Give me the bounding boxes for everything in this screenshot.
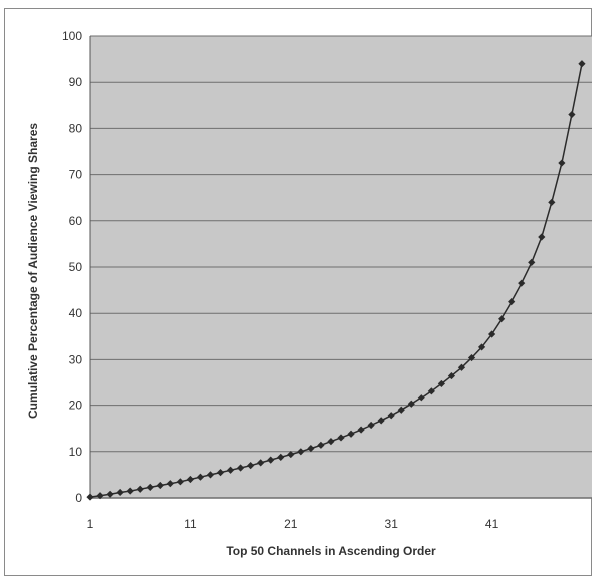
data-point-41 (488, 330, 496, 338)
x-tick-label: 41 (485, 517, 499, 531)
data-point-10 (176, 478, 184, 486)
data-point-5 (126, 487, 134, 495)
data-point-44 (518, 279, 526, 287)
x-tick-label: 1 (87, 517, 94, 531)
y-tick-label: 50 (69, 260, 83, 274)
data-point-18 (257, 459, 265, 467)
data-point-17 (247, 462, 255, 470)
data-point-12 (196, 473, 205, 481)
data-point-35 (427, 387, 435, 395)
x-axis-title: Top 50 Channels in Ascending Order (226, 544, 436, 558)
x-tick-label: 21 (284, 517, 298, 531)
x-axis-ticks: 1 11 21 31 41 (87, 517, 499, 531)
data-markers (86, 60, 586, 501)
data-point-49 (568, 110, 576, 119)
y-tick-label: 40 (69, 306, 83, 320)
data-point-2 (96, 492, 104, 500)
data-point-22 (297, 448, 305, 456)
data-point-31 (387, 412, 395, 420)
y-tick-label: 90 (69, 75, 83, 89)
data-point-3 (106, 490, 114, 498)
data-point-33 (407, 400, 415, 408)
data-point-24 (317, 441, 325, 449)
gridlines (89, 35, 592, 499)
data-point-26 (337, 434, 345, 442)
y-tick-label: 100 (62, 29, 82, 43)
data-point-46 (538, 233, 546, 241)
y-tick-label: 0 (75, 491, 82, 505)
data-point-19 (267, 456, 275, 464)
data-point-4 (116, 488, 124, 497)
data-point-43 (508, 298, 516, 306)
data-point-8 (156, 481, 164, 490)
data-point-34 (417, 394, 425, 402)
y-tick-label: 80 (69, 121, 83, 135)
data-point-16 (237, 464, 245, 472)
data-point-38 (457, 363, 466, 371)
data-point-29 (367, 421, 375, 430)
data-point-36 (437, 379, 445, 388)
y-tick-label: 60 (69, 214, 83, 228)
y-axis-ticks: 0 10 20 30 40 50 60 70 80 90 100 (62, 29, 82, 505)
data-point-11 (186, 475, 194, 484)
data-point-28 (357, 426, 365, 434)
y-tick-label: 70 (69, 168, 83, 182)
data-point-50 (578, 60, 586, 68)
data-point-1 (86, 493, 94, 501)
x-tick-label: 31 (385, 517, 399, 531)
data-point-27 (347, 430, 355, 438)
y-tick-label: 30 (69, 352, 83, 366)
data-point-9 (166, 480, 174, 488)
data-point-14 (216, 468, 225, 477)
data-point-6 (136, 485, 144, 493)
data-point-13 (206, 471, 215, 479)
data-point-39 (467, 353, 476, 362)
data-point-23 (307, 444, 315, 453)
y-tick-label: 10 (69, 445, 83, 459)
y-axis-title: Cumulative Percentage of Audience Viewin… (26, 123, 40, 419)
data-point-25 (327, 438, 335, 446)
x-tick-label: 11 (184, 517, 197, 531)
y-tick-label: 20 (69, 399, 83, 413)
data-point-30 (377, 417, 385, 425)
data-point-40 (477, 343, 486, 351)
data-point-48 (558, 159, 566, 167)
data-point-7 (146, 483, 154, 491)
data-point-21 (287, 450, 295, 459)
data-point-37 (447, 371, 456, 380)
data-point-15 (226, 466, 235, 474)
data-point-47 (548, 198, 556, 206)
data-point-45 (528, 258, 536, 266)
data-point-42 (498, 315, 506, 323)
data-point-32 (397, 406, 405, 414)
data-point-20 (277, 453, 285, 461)
